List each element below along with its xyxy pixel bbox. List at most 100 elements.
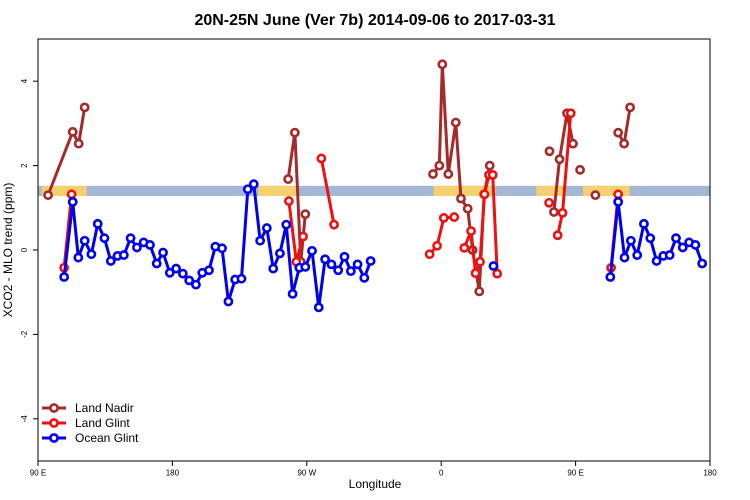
surface-band-land-2 [433, 185, 496, 196]
data-point-2-27 [236, 273, 247, 284]
surface-band-ocean [38, 185, 710, 196]
data-point-2-52 [625, 235, 636, 246]
data-point-2-7 [105, 256, 116, 266]
data-point-2-54 [639, 218, 649, 229]
data-point-2-41 [326, 259, 337, 270]
data-point-2-15 [158, 247, 168, 258]
data-point-2-49 [605, 272, 616, 282]
surface-band-land-3 [536, 185, 565, 196]
data-point-0-26 [544, 146, 555, 157]
data-point-1-8 [432, 240, 442, 251]
y-axis-label: XCO2 - MLO trend (ppm) [1, 183, 15, 318]
data-point-1-1 [66, 189, 77, 200]
data-point-0-27 [575, 164, 585, 175]
data-point-2-43 [339, 251, 350, 262]
data-point-1-17 [487, 169, 498, 180]
data-point-0-23 [613, 127, 624, 138]
data-point-2-28 [242, 184, 253, 195]
data-point-0-10 [437, 59, 448, 70]
data-point-0-28 [590, 190, 601, 201]
data-point-1-13 [470, 268, 481, 279]
data-point-2-59 [671, 233, 681, 244]
legend-marker-0 [49, 403, 59, 413]
data-point-0-0 [43, 190, 53, 201]
x-tick-label-5: 180 [703, 469, 717, 478]
data-point-1-19 [544, 197, 554, 208]
data-point-0-4 [283, 174, 294, 185]
data-point-1-10 [449, 212, 460, 222]
data-point-1-18 [492, 268, 503, 279]
data-point-1-15 [479, 189, 490, 200]
legend-entry-2: Ocean Glint [42, 431, 139, 445]
data-point-1-22 [565, 108, 576, 119]
legend-marker-2 [49, 433, 59, 443]
data-point-0-24 [619, 138, 630, 149]
data-point-0-22 [568, 138, 578, 149]
data-point-2-4 [86, 249, 97, 260]
data-point-1-6 [329, 219, 339, 230]
data-point-2-42 [333, 265, 344, 276]
data-point-2-60 [677, 242, 688, 253]
series-line-1-3 [428, 215, 455, 256]
data-point-1-11 [459, 242, 470, 253]
data-point-0-19 [549, 207, 559, 217]
data-point-0-25 [625, 102, 636, 113]
data-point-1-4 [298, 231, 308, 242]
data-point-2-5 [92, 218, 103, 229]
data-point-1-7 [424, 249, 435, 260]
data-point-2-29 [248, 179, 259, 190]
data-point-2-39 [313, 302, 324, 313]
data-point-2-17 [171, 263, 182, 274]
data-point-1-9 [438, 213, 449, 223]
data-point-2-34 [281, 219, 292, 230]
y-tick-label-4: 4 [20, 78, 29, 83]
data-point-2-22 [204, 265, 214, 276]
x-tick-label-1: 180 [166, 469, 180, 478]
data-point-2-63 [697, 258, 708, 269]
series-line-1-2 [319, 158, 336, 225]
data-point-2-6 [99, 233, 110, 244]
data-point-0-8 [428, 169, 438, 179]
data-point-2-24 [217, 243, 227, 254]
data-point-0-1 [67, 126, 78, 137]
data-point-0-9 [434, 160, 445, 171]
data-point-2-62 [690, 240, 701, 250]
data-point-2-14 [151, 258, 162, 269]
data-point-2-35 [287, 288, 298, 299]
plot-area [38, 59, 710, 313]
data-point-2-56 [651, 256, 662, 266]
surface-band-land-0 [41, 185, 87, 196]
data-point-0-2 [73, 138, 84, 149]
data-point-2-1 [67, 196, 78, 207]
series-line-0-4 [616, 107, 632, 146]
data-point-0-5 [289, 127, 300, 138]
legend-entry-0: Land Nadir [42, 401, 134, 415]
surface-band-land-1 [258, 185, 298, 196]
data-point-1-21 [557, 207, 568, 218]
data-point-2-33 [275, 248, 285, 259]
series-line-0-0 [46, 107, 87, 196]
data-point-2-45 [352, 259, 363, 270]
surface-band-land-4 [583, 185, 630, 196]
data-point-0-14 [462, 203, 473, 214]
data-point-0-12 [450, 117, 461, 128]
data-point-2-31 [261, 223, 272, 233]
data-point-2-38 [307, 245, 317, 256]
data-point-2-44 [345, 266, 356, 276]
y-tick-label-1: -2 [20, 330, 29, 338]
y-tick-label-0: -4 [20, 415, 29, 423]
y-tick-label-3: 2 [20, 163, 29, 168]
data-point-2-47 [365, 256, 376, 266]
chart-title: 20N-25N June (Ver 7b) 2014-09-06 to 2017… [194, 12, 555, 29]
data-point-2-32 [268, 263, 279, 274]
data-point-2-40 [320, 254, 330, 265]
data-point-0-7 [300, 209, 311, 220]
data-point-2-20 [191, 279, 201, 290]
series-2 [59, 179, 708, 313]
data-point-2-19 [184, 275, 195, 286]
data-point-0-3 [79, 102, 90, 113]
data-point-2-25 [223, 296, 234, 307]
data-point-2-0 [59, 272, 70, 282]
